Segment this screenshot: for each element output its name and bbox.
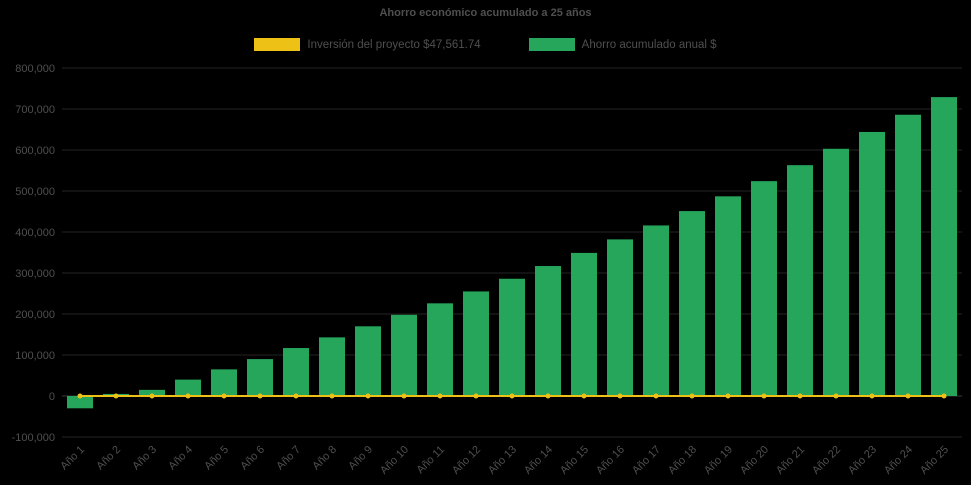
savings-bar[interactable]	[895, 114, 921, 397]
chart-title: Ahorro económico acumulado a 25 años	[379, 7, 592, 19]
savings-bar[interactable]	[391, 314, 417, 396]
savings-bar[interactable]	[607, 239, 633, 396]
x-axis-tick-label: Año 22	[810, 444, 843, 477]
investment-point[interactable]	[221, 393, 227, 399]
savings-bar[interactable]	[355, 326, 381, 396]
investment-point[interactable]	[437, 393, 443, 399]
x-axis-tick-label: Año 12	[450, 444, 483, 477]
investment-point[interactable]	[401, 393, 407, 399]
legend-swatch-investment	[254, 38, 301, 51]
chart-legend: Inversión del proyecto $47,561.74 Ahorro…	[0, 38, 971, 51]
investment-point[interactable]	[689, 393, 695, 399]
x-axis-tick-label: Año 10	[378, 444, 411, 477]
x-axis-tick-label: Año 9	[346, 444, 375, 473]
investment-point[interactable]	[113, 393, 119, 399]
savings-bar[interactable]	[139, 389, 165, 396]
investment-point[interactable]	[77, 393, 83, 399]
savings-bar[interactable]	[715, 196, 741, 396]
x-axis-tick-label: Año 17	[630, 444, 663, 477]
x-axis-tick-label: Año 25	[918, 444, 951, 477]
y-axis-tick-label: 600,000	[15, 145, 55, 157]
x-axis-tick-label: Año 13	[486, 444, 519, 477]
investment-point[interactable]	[473, 393, 479, 399]
savings-bar[interactable]	[535, 266, 561, 396]
y-axis-tick-label: 0	[49, 391, 55, 403]
investment-point[interactable]	[869, 393, 875, 399]
investment-point[interactable]	[761, 393, 767, 399]
savings-bar[interactable]	[859, 131, 885, 396]
x-axis-tick-label: Año 24	[882, 444, 915, 477]
legend-item-investment[interactable]: Inversión del proyecto $47,561.74	[254, 38, 481, 51]
savings-bar[interactable]	[931, 97, 957, 397]
investment-point[interactable]	[941, 393, 947, 399]
y-axis-tick-label: 700,000	[15, 104, 55, 116]
investment-point[interactable]	[149, 393, 155, 399]
savings-bar[interactable]	[787, 165, 813, 396]
savings-bar[interactable]	[67, 396, 93, 409]
investment-point[interactable]	[653, 393, 659, 399]
legend-label-investment: Inversión del proyecto $47,561.74	[307, 38, 481, 51]
x-axis-tick-label: Año 16	[594, 444, 627, 477]
y-axis-tick-label: 300,000	[15, 268, 55, 280]
x-axis-tick-label: Año 19	[702, 444, 735, 477]
legend-label-savings: Ahorro acumulado anual $	[581, 38, 717, 51]
investment-point[interactable]	[833, 393, 839, 399]
x-axis-tick-label: Año 4	[166, 444, 195, 473]
legend-swatch-savings	[528, 38, 575, 51]
investment-point[interactable]	[797, 393, 803, 399]
x-axis-tick-label: Año 14	[522, 444, 555, 477]
investment-point[interactable]	[365, 393, 371, 399]
y-axis-tick-label: 400,000	[15, 227, 55, 239]
x-axis-tick-label: Año 1	[58, 444, 87, 473]
x-axis-tick-label: Año 23	[846, 444, 879, 477]
x-axis-tick-label: Año 18	[666, 444, 699, 477]
x-axis-tick-label: Año 20	[738, 444, 771, 477]
savings-bar[interactable]	[175, 379, 201, 396]
savings-bar[interactable]	[643, 225, 669, 396]
x-axis-tick-label: Año 8	[310, 444, 339, 473]
x-axis-tick-label: Año 15	[558, 444, 591, 477]
savings-bar[interactable]	[427, 303, 453, 396]
investment-point[interactable]	[581, 393, 587, 399]
savings-bar[interactable]	[211, 369, 237, 396]
y-axis-tick-label: 100,000	[15, 350, 55, 362]
y-axis-tick-label: 500,000	[15, 186, 55, 198]
x-axis-tick-label: Año 2	[94, 444, 123, 473]
x-axis-tick-label: Año 3	[130, 444, 159, 473]
investment-point[interactable]	[617, 393, 623, 399]
investment-point[interactable]	[293, 393, 299, 399]
savings-bar[interactable]	[247, 359, 273, 396]
savings-bar[interactable]	[751, 181, 777, 396]
savings-bar[interactable]	[319, 337, 345, 396]
x-axis-tick-label: Año 7	[274, 444, 303, 473]
x-axis-tick-label: Año 11	[415, 444, 448, 477]
savings-bar[interactable]	[499, 278, 525, 396]
investment-point[interactable]	[509, 393, 515, 399]
savings-bar[interactable]	[571, 252, 597, 396]
y-axis-tick-label: 200,000	[15, 309, 55, 321]
investment-point[interactable]	[725, 393, 731, 399]
x-axis-tick-label: Año 5	[202, 444, 231, 473]
investment-point[interactable]	[329, 393, 335, 399]
savings-bar[interactable]	[283, 348, 309, 396]
y-axis-tick-label: -100,000	[12, 432, 55, 444]
x-axis-tick-label: Año 6	[238, 444, 267, 473]
investment-point[interactable]	[257, 393, 263, 399]
investment-point[interactable]	[545, 393, 551, 399]
x-axis-tick-label: Año 21	[774, 444, 807, 477]
y-axis-tick-label: 800,000	[15, 63, 55, 75]
savings-bar[interactable]	[679, 211, 705, 396]
investment-point[interactable]	[185, 393, 191, 399]
savings-bar[interactable]	[463, 291, 489, 396]
legend-item-savings[interactable]: Ahorro acumulado anual $	[528, 38, 717, 51]
savings-bar[interactable]	[823, 148, 849, 396]
investment-point[interactable]	[905, 393, 911, 399]
